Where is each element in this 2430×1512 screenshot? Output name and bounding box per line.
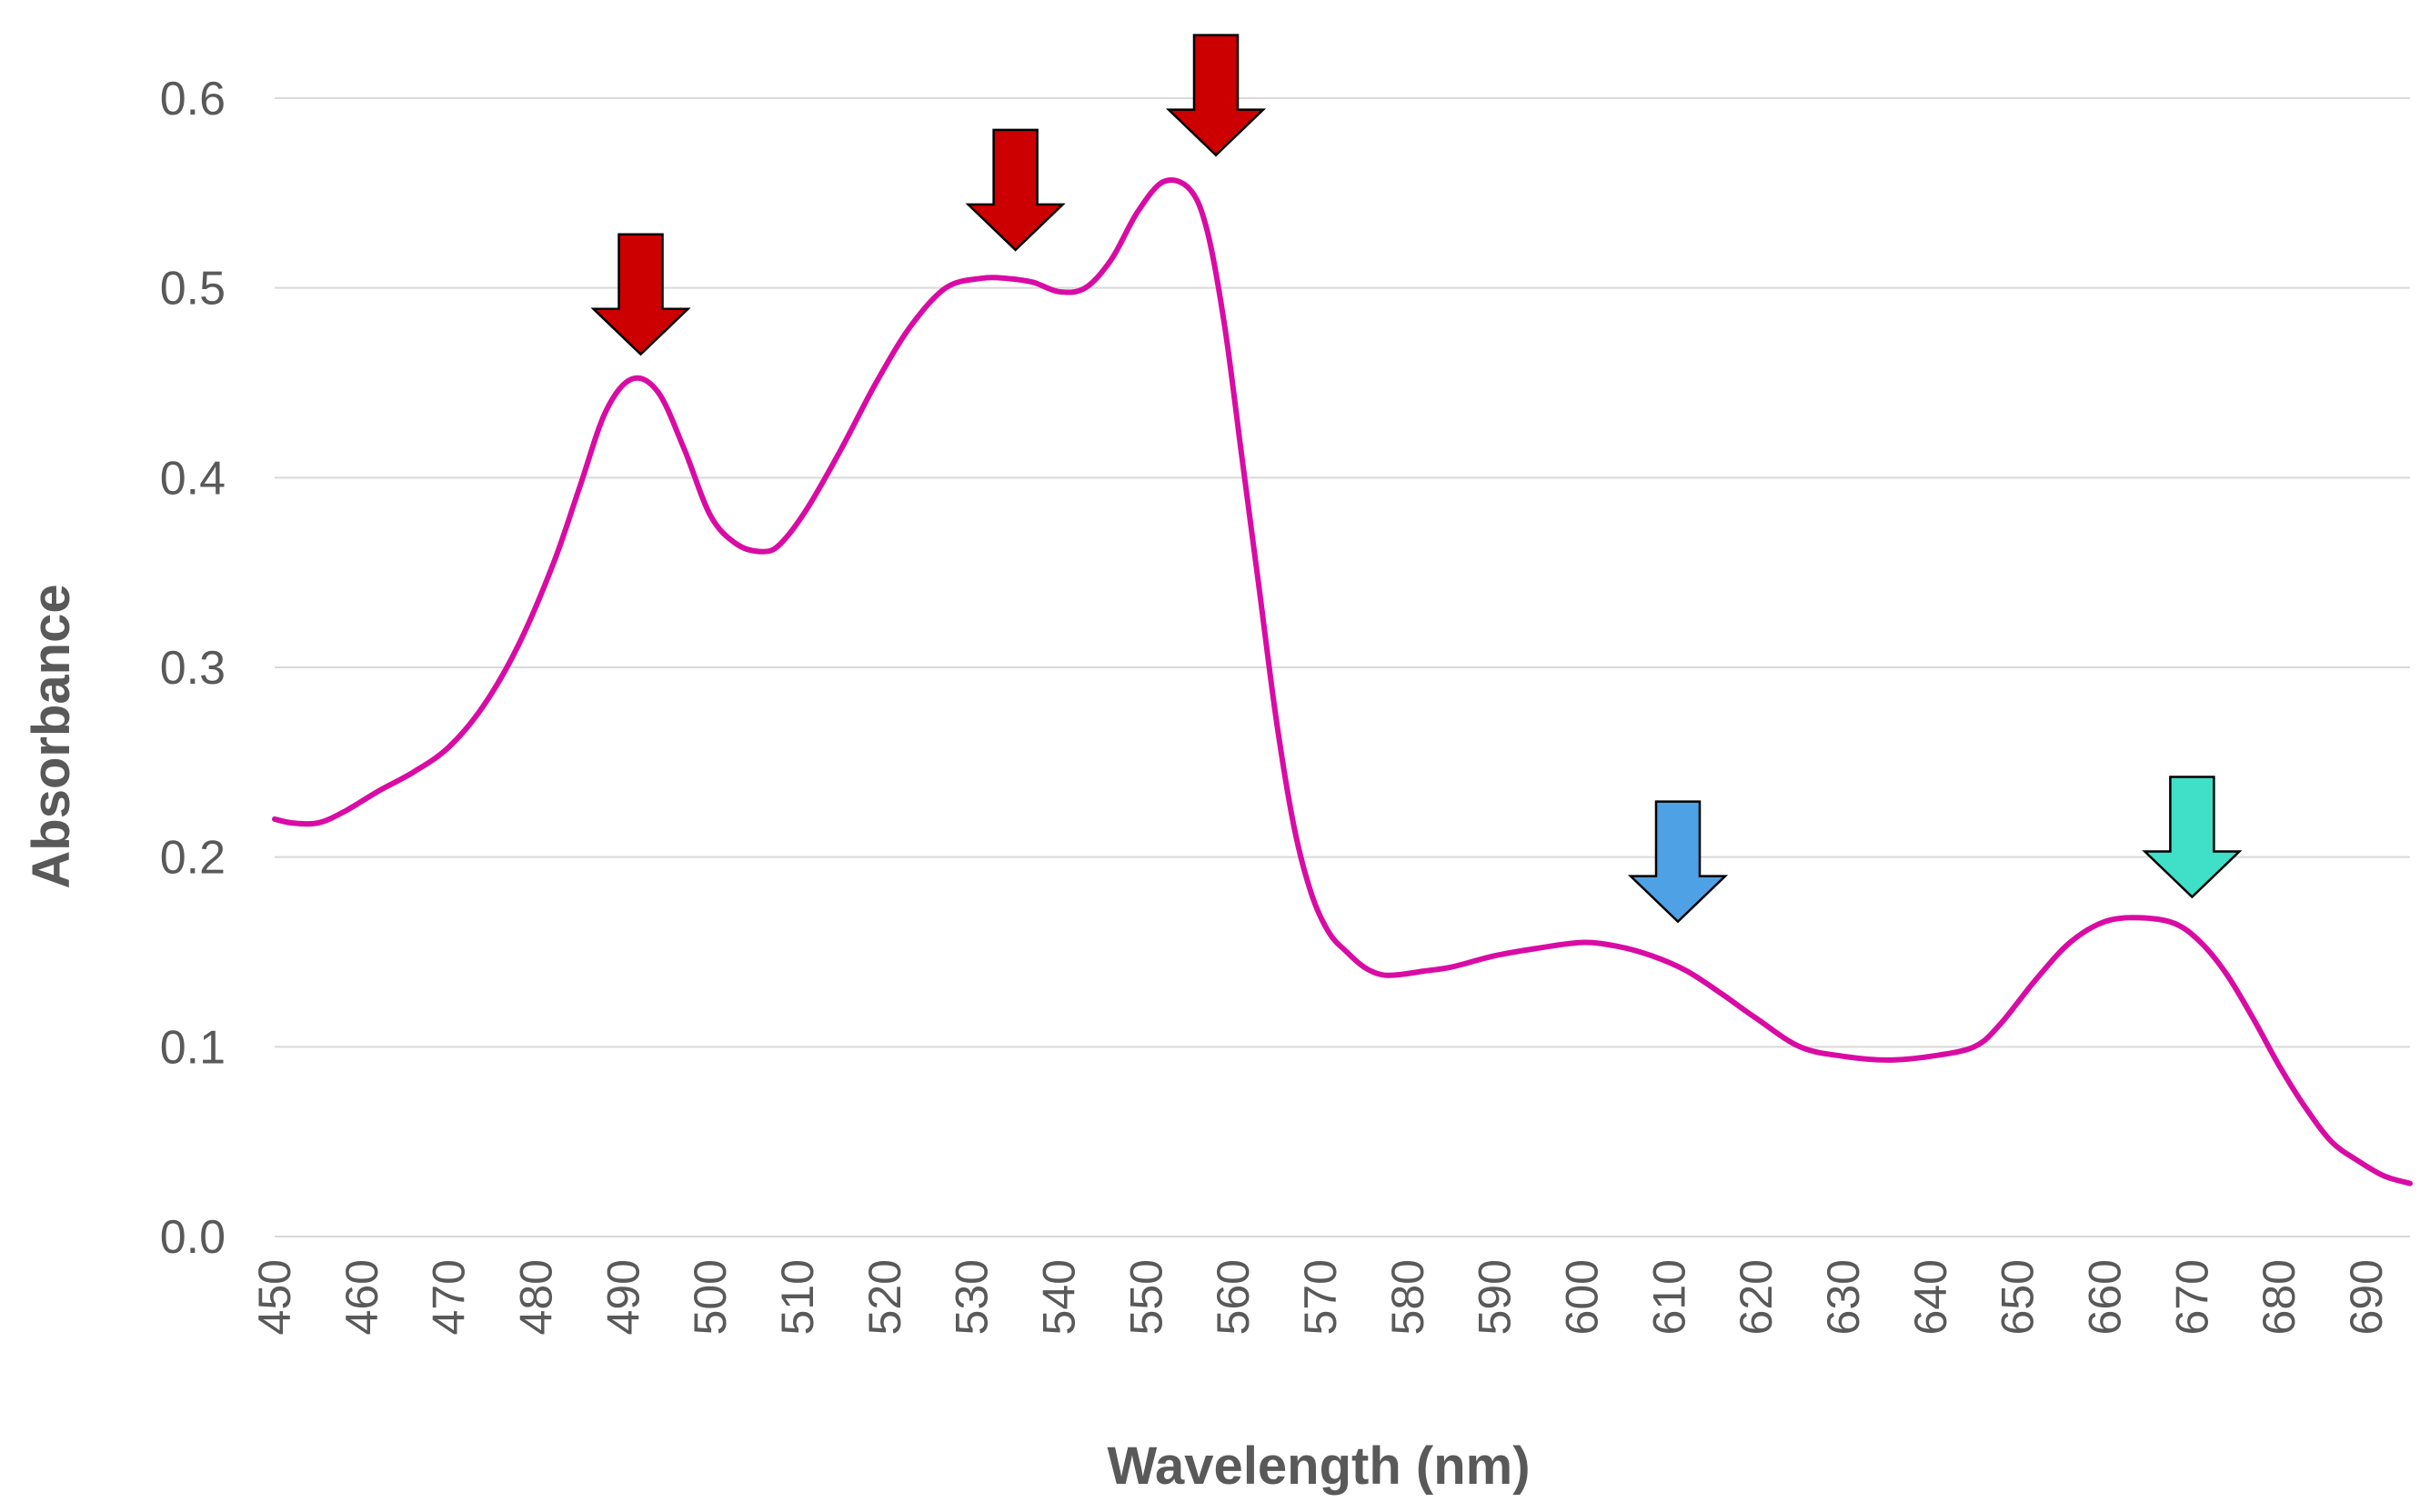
x-tick-label: 580 — [1382, 1259, 1433, 1335]
x-tick-label: 690 — [2341, 1259, 2392, 1335]
absorbance-series-line — [272, 177, 2413, 1187]
arrow-annotations — [590, 34, 2243, 924]
x-tick-label: 490 — [597, 1259, 648, 1335]
x-tick-label: 450 — [249, 1259, 300, 1335]
down-arrow-icon — [2142, 776, 2243, 899]
x-tick-label: 590 — [1470, 1259, 1521, 1335]
x-tick-label: 610 — [1643, 1259, 1694, 1335]
y-tick-label: 0.0 — [160, 1211, 226, 1264]
x-tick-label: 660 — [2080, 1259, 2131, 1335]
y-axis-ticks: 0.0 0.1 0.2 0.3 0.4 0.5 0.6 — [160, 73, 226, 1264]
down-arrow-icon — [590, 233, 691, 356]
x-tick-label: 470 — [424, 1259, 475, 1335]
y-tick-label: 0.2 — [160, 832, 226, 885]
x-tick-label: 480 — [511, 1259, 562, 1335]
x-tick-label: 540 — [1034, 1259, 1085, 1335]
x-axis-ticks: 450 460 470 480 490 500 510 520 530 540 550 560 570 5… — [249, 1259, 2392, 1335]
x-axis-title: Wavelength (nm) — [1107, 1437, 1530, 1496]
x-tick-label: 570 — [1295, 1259, 1346, 1335]
x-tick-label: 510 — [772, 1259, 823, 1335]
y-tick-label: 0.6 — [160, 73, 226, 125]
series-layer — [272, 177, 2413, 1187]
x-tick-label: 670 — [2166, 1259, 2217, 1335]
x-tick-label: 680 — [2254, 1259, 2304, 1335]
x-tick-label: 530 — [947, 1259, 998, 1335]
gridlines — [275, 97, 2410, 1237]
x-tick-label: 500 — [685, 1259, 736, 1335]
down-arrow-icon — [965, 128, 1066, 252]
y-tick-label: 0.1 — [160, 1021, 226, 1074]
x-tick-label: 620 — [1731, 1259, 1782, 1335]
y-tick-label: 0.3 — [160, 642, 226, 695]
x-tick-label: 520 — [859, 1259, 910, 1335]
down-arrow-icon — [1627, 800, 1729, 924]
y-tick-label: 0.4 — [160, 452, 226, 505]
x-tick-label: 560 — [1208, 1259, 1259, 1335]
x-tick-label: 460 — [336, 1259, 387, 1335]
x-tick-label: 650 — [1993, 1259, 2043, 1335]
y-axis-title: Absorbance — [22, 584, 81, 888]
x-tick-label: 640 — [1905, 1259, 1956, 1335]
x-tick-label: 600 — [1557, 1259, 1608, 1335]
down-arrow-icon — [1165, 34, 1267, 157]
x-tick-label: 550 — [1120, 1259, 1171, 1335]
y-tick-label: 0.5 — [160, 263, 226, 315]
x-tick-label: 630 — [1818, 1259, 1869, 1335]
